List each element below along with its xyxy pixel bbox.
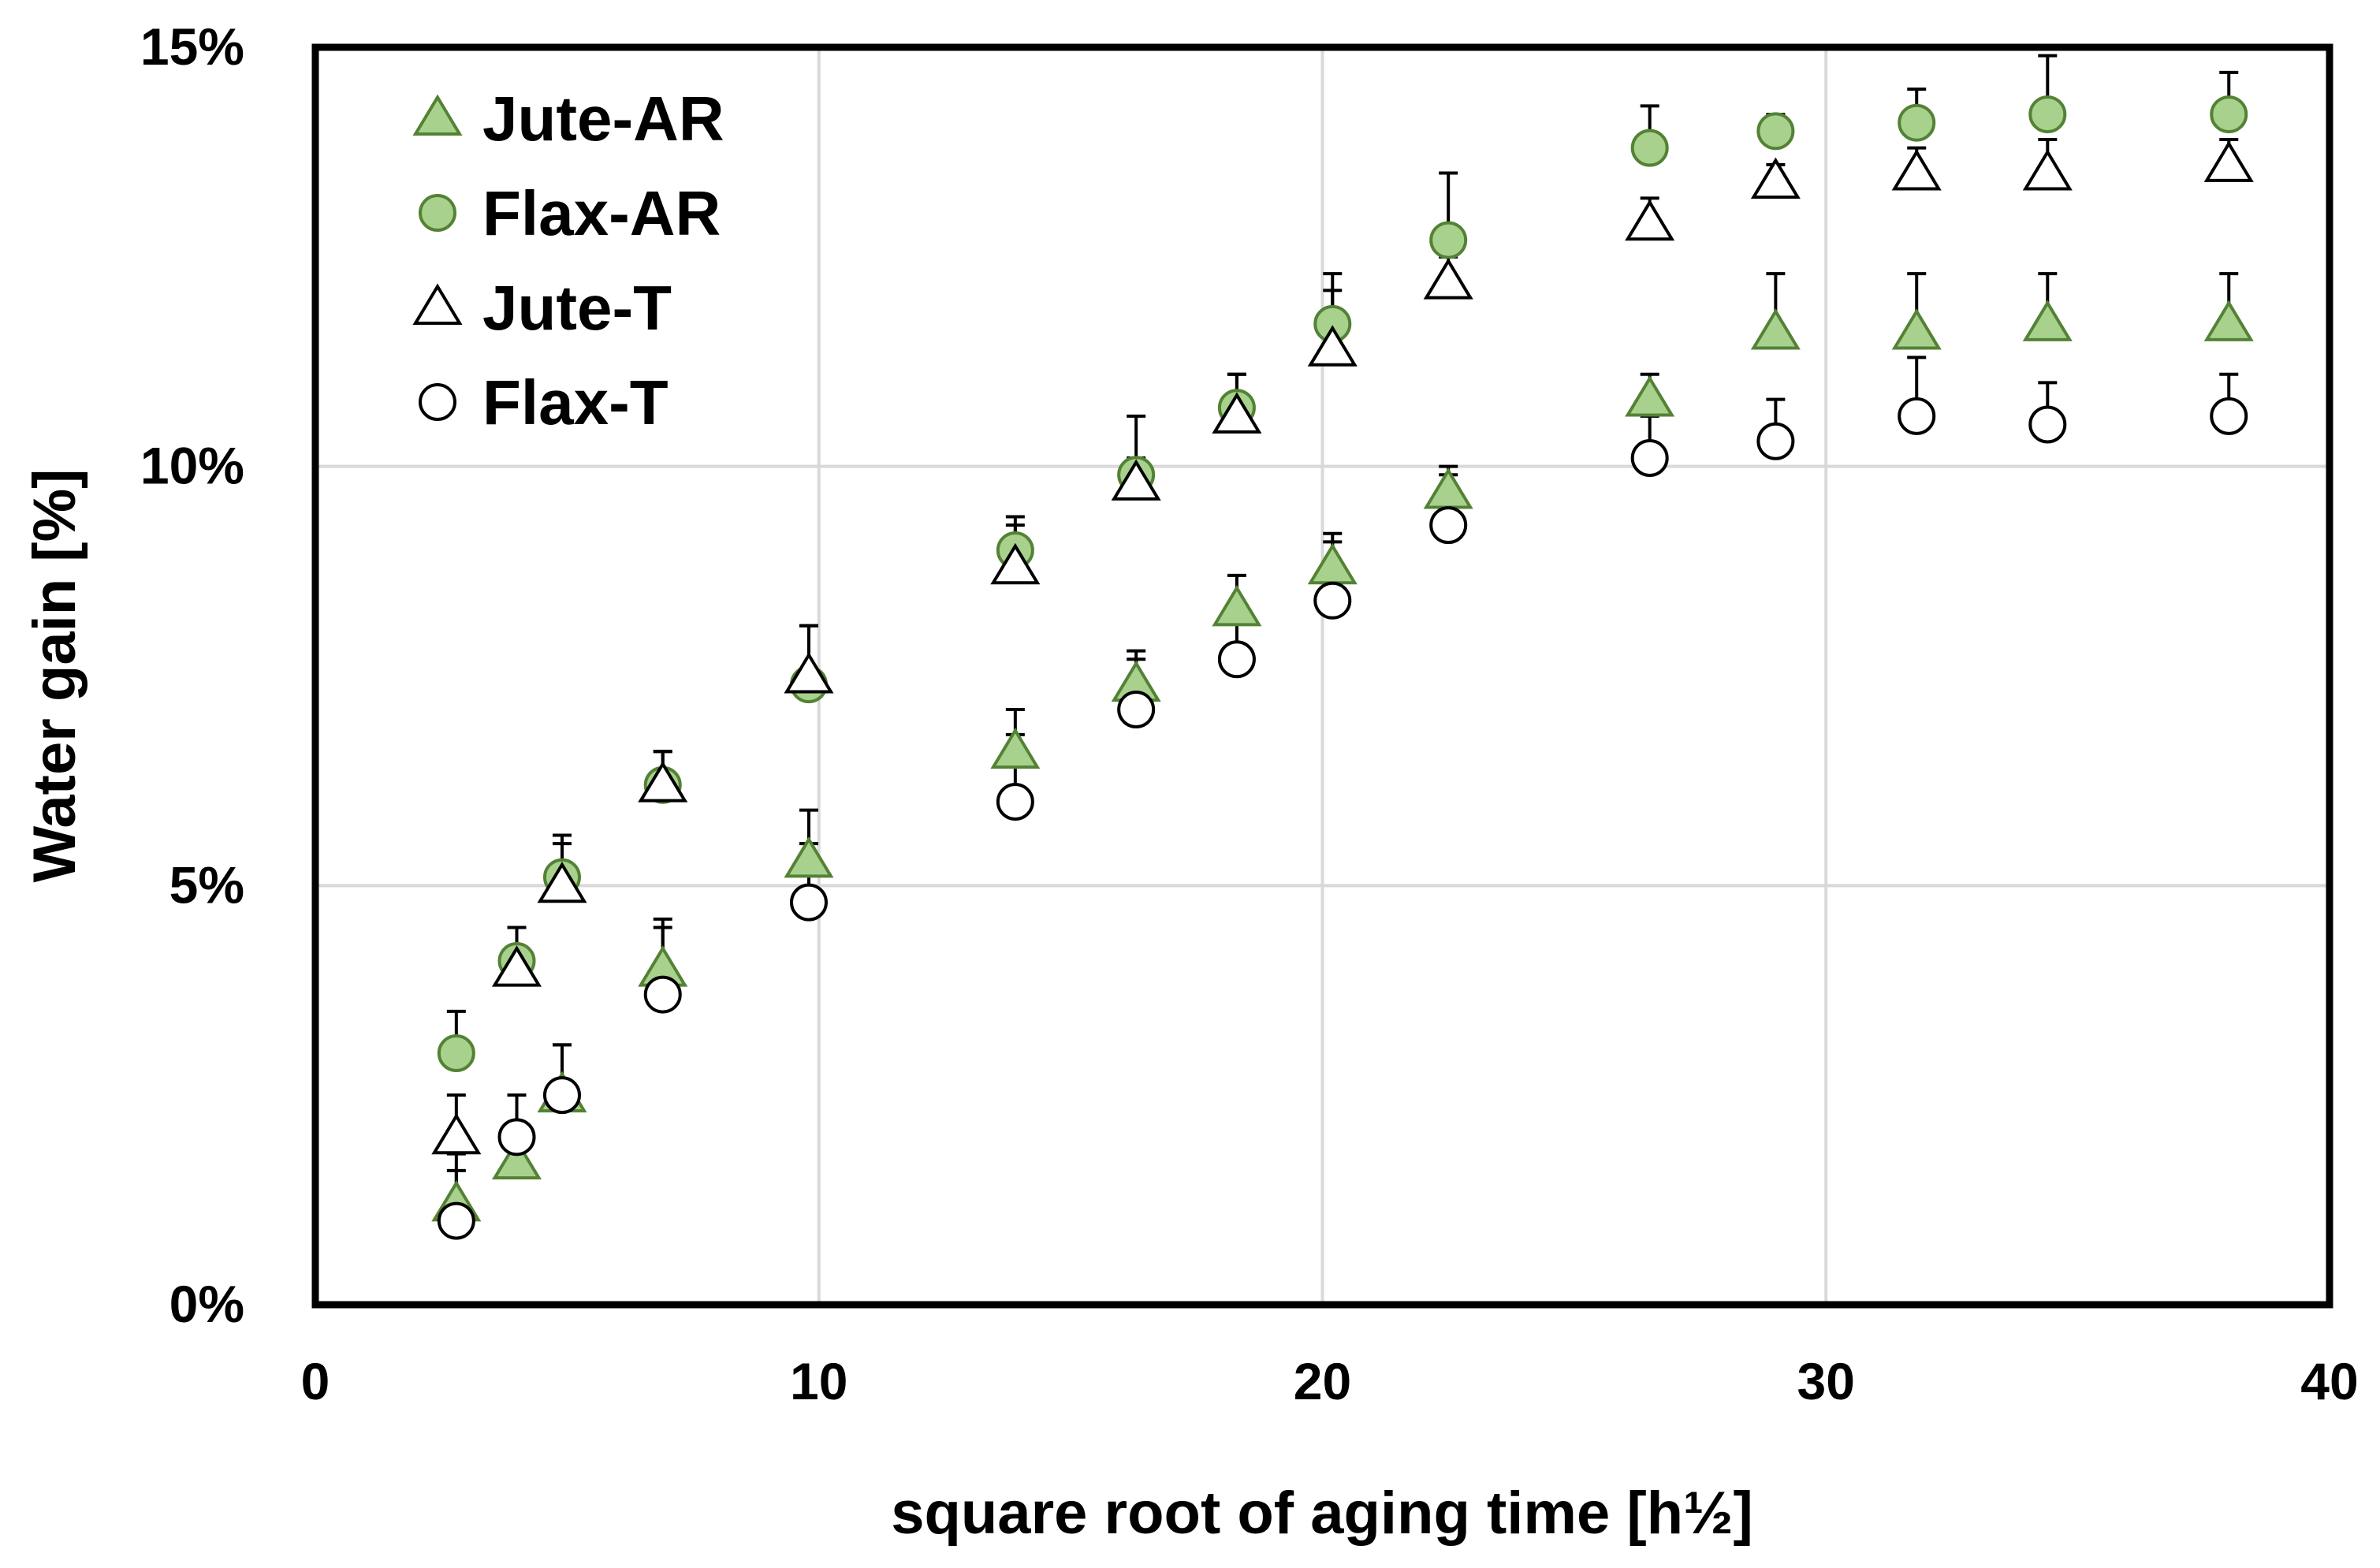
point-jute-t xyxy=(990,542,1041,585)
point-jute-t xyxy=(2203,140,2254,182)
point-flax-t xyxy=(1630,439,1669,478)
point-jute-t xyxy=(431,1112,482,1155)
point-jute-ar xyxy=(1891,308,1942,350)
point-flax-ar xyxy=(1630,128,1669,167)
point-jute-ar xyxy=(990,727,1041,769)
point-jute-ar xyxy=(1212,584,1262,627)
point-jute-t xyxy=(1750,157,1801,199)
legend-marker-jute-ar xyxy=(412,94,463,136)
point-flax-t xyxy=(542,1076,581,1115)
legend-label-flax-t: Flax-T xyxy=(482,367,669,438)
point-flax-ar xyxy=(2028,95,2067,134)
legend-label-jute-ar: Jute-AR xyxy=(482,84,724,154)
y-tick-label: 15% xyxy=(140,17,244,76)
x-tick-label: 20 xyxy=(1294,1352,1351,1410)
legend-label-jute-t: Jute-T xyxy=(482,273,672,343)
point-flax-ar xyxy=(2210,95,2248,134)
point-jute-t xyxy=(1307,325,1358,367)
y-tick-label: 10% xyxy=(140,437,244,495)
point-jute-t xyxy=(537,861,587,903)
point-jute-t xyxy=(1212,392,1262,434)
legend-marker-jute-t xyxy=(412,283,463,325)
point-flax-ar xyxy=(1429,221,1468,259)
point-flax-ar xyxy=(437,1034,475,1072)
point-flax-t xyxy=(996,783,1034,821)
legend-marker-flax-ar xyxy=(419,194,456,232)
legend-label-flax-ar: Flax-AR xyxy=(482,178,721,248)
point-flax-t xyxy=(1117,691,1156,729)
point-jute-t xyxy=(491,945,542,987)
x-tick-label: 0 xyxy=(301,1352,330,1410)
point-jute-ar xyxy=(2203,300,2254,341)
point-jute-t xyxy=(784,652,834,694)
point-flax-t xyxy=(1756,422,1795,460)
legend-marker-flax-t xyxy=(419,383,456,421)
point-flax-t xyxy=(2028,405,2067,444)
point-jute-ar xyxy=(1750,308,1801,350)
tick-labels: 0 10 20 30 40 0% 5% 10% 15% xyxy=(140,17,2359,1410)
point-jute-ar xyxy=(1423,467,1473,509)
y-tick-label: 5% xyxy=(169,855,244,914)
point-jute-t xyxy=(638,761,688,803)
point-jute-t xyxy=(1423,258,1473,300)
point-flax-t xyxy=(789,883,828,922)
point-jute-t xyxy=(1891,149,1942,191)
point-flax-t xyxy=(643,975,682,1014)
point-jute-ar xyxy=(1625,375,1675,417)
point-flax-t xyxy=(497,1118,536,1156)
point-jute-ar xyxy=(2022,300,2073,341)
grid-lines xyxy=(315,47,2330,1305)
data-points xyxy=(431,95,2254,1240)
point-jute-t xyxy=(1111,459,1161,501)
point-jute-ar xyxy=(784,836,834,878)
point-jute-ar xyxy=(1307,542,1358,585)
point-jute-t xyxy=(1625,199,1675,241)
plot-area-frame xyxy=(311,43,2333,1309)
point-flax-ar xyxy=(1898,103,1936,142)
y-axis-title: Water gain [%] xyxy=(21,469,88,883)
point-flax-t xyxy=(1898,397,1936,435)
y-tick-label: 0% xyxy=(169,1275,244,1333)
x-tick-label: 30 xyxy=(1797,1352,1855,1410)
point-flax-t xyxy=(1217,640,1256,679)
point-flax-ar xyxy=(1756,112,1795,151)
point-jute-ar xyxy=(491,1138,542,1180)
point-jute-t xyxy=(2022,149,2073,191)
point-flax-t xyxy=(2210,397,2248,435)
x-tick-label: 40 xyxy=(2300,1352,2358,1410)
x-axis-title: square root of aging time [h½] xyxy=(891,1480,1753,1547)
x-tick-label: 10 xyxy=(790,1352,847,1410)
point-flax-t xyxy=(437,1201,475,1240)
legend: Jute-AR Flax-AR Jute-T Flax-T xyxy=(412,84,724,438)
point-flax-t xyxy=(1429,506,1468,545)
point-flax-t xyxy=(1313,581,1352,620)
